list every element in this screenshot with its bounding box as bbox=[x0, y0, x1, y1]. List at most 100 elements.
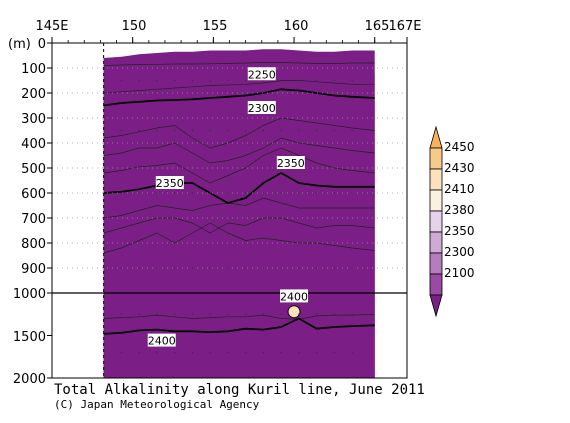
x-tick-label: 165 bbox=[365, 19, 390, 34]
colorbar-segment bbox=[429, 273, 443, 296]
x-tick-label: 145E bbox=[35, 19, 68, 34]
contour-label-bg bbox=[276, 156, 305, 169]
sample-point bbox=[244, 192, 247, 194]
sample-point bbox=[156, 313, 158, 315]
sample-point bbox=[191, 129, 194, 132]
sample-point bbox=[333, 79, 336, 82]
colorbar-label: 2410 bbox=[444, 182, 475, 196]
y-tick-label: 500 bbox=[21, 162, 46, 177]
contour-line bbox=[103, 222, 375, 254]
y-tick-label: 0 bbox=[38, 37, 46, 52]
sample-point bbox=[209, 192, 211, 194]
sample-point bbox=[209, 313, 211, 315]
contour-label: 2250 bbox=[248, 68, 276, 81]
sample-point bbox=[227, 192, 229, 194]
sample-point bbox=[351, 267, 353, 269]
sample-point bbox=[227, 267, 229, 269]
contour-labels: 2250 2300 2350 2350 2400 2400 bbox=[147, 67, 309, 348]
sample-point bbox=[138, 192, 140, 194]
sample-point bbox=[227, 79, 229, 82]
sample-point bbox=[244, 313, 247, 315]
contour-label: 2400 bbox=[280, 290, 308, 303]
sample-point bbox=[138, 313, 140, 315]
sample-point bbox=[156, 267, 158, 269]
sample-point bbox=[120, 192, 123, 194]
y-axis-labels: (m) 0 100 200 300 400 500 600 700 800 90… bbox=[8, 37, 46, 387]
colorbar-label: 2450 bbox=[444, 140, 475, 154]
colorbar-label: 2300 bbox=[444, 245, 475, 259]
sample-point bbox=[262, 267, 265, 269]
contour-line bbox=[103, 62, 375, 66]
sample-point bbox=[120, 129, 123, 132]
sample-point bbox=[298, 267, 300, 269]
sample-point bbox=[244, 129, 247, 132]
y-tick-label: 700 bbox=[21, 212, 46, 227]
sample-point bbox=[280, 267, 282, 269]
y-tick-label: 100 bbox=[21, 62, 46, 77]
sample-point bbox=[120, 79, 123, 82]
sample-point bbox=[315, 192, 318, 194]
colorbar-label: 2100 bbox=[444, 266, 475, 280]
y-tick-label: 400 bbox=[21, 137, 46, 152]
x-axis-labels: 145E 150 155 160 165 167E bbox=[35, 19, 421, 34]
sample-point bbox=[138, 129, 140, 132]
sample-point bbox=[298, 79, 300, 82]
sample-point bbox=[120, 267, 123, 269]
sample-point bbox=[298, 313, 300, 315]
sample-point bbox=[173, 313, 176, 315]
colorbar-legend bbox=[429, 125, 443, 318]
sample-point bbox=[173, 192, 176, 194]
y-tick-label: 300 bbox=[21, 112, 46, 127]
colorbar-segment bbox=[429, 168, 443, 191]
colorbar-bottom-arrow bbox=[429, 294, 443, 318]
sample-point bbox=[156, 192, 158, 194]
sample-point bbox=[244, 79, 247, 82]
sample-point bbox=[156, 79, 158, 82]
sample-point bbox=[209, 351, 211, 354]
sample-point bbox=[351, 351, 353, 354]
contour-line bbox=[103, 197, 375, 219]
sample-point bbox=[138, 267, 140, 269]
colorbar-segment bbox=[429, 147, 443, 170]
sample-point bbox=[209, 267, 211, 269]
sample-point bbox=[156, 351, 158, 354]
contour-label-bg bbox=[280, 289, 309, 303]
contour-line-bold bbox=[103, 171, 375, 204]
sample-point bbox=[315, 313, 318, 315]
x-tick-label: 150 bbox=[122, 19, 147, 34]
contour-label-bg bbox=[155, 176, 184, 189]
contour-label: 2350 bbox=[277, 157, 305, 170]
sample-point bbox=[244, 351, 247, 354]
sample-point bbox=[315, 351, 318, 354]
y-tick-label: 900 bbox=[21, 262, 46, 277]
sample-point bbox=[227, 129, 229, 132]
contour-label-bg bbox=[247, 67, 276, 81]
sample-point bbox=[280, 192, 282, 194]
colorbar-label: 2430 bbox=[444, 161, 475, 175]
contour-line-bold bbox=[103, 88, 375, 107]
contour-line bbox=[103, 80, 375, 94]
contour-label: 2300 bbox=[248, 102, 276, 115]
sample-point bbox=[298, 192, 300, 194]
sample-point bbox=[227, 313, 229, 315]
sample-point bbox=[191, 351, 194, 354]
sample-point bbox=[120, 313, 123, 315]
sample-point bbox=[262, 351, 265, 354]
sample-point bbox=[262, 313, 265, 315]
sample-point bbox=[298, 129, 300, 132]
sample-point bbox=[351, 313, 353, 315]
x-tick-label: 167E bbox=[388, 19, 421, 34]
sample-point bbox=[191, 79, 194, 82]
colorbar-label: 2380 bbox=[444, 203, 475, 217]
sample-point bbox=[333, 351, 336, 354]
y-tick-label: 200 bbox=[21, 87, 46, 102]
contour-line bbox=[103, 117, 375, 149]
chart-title: Total Alkalinity along Kuril line, June … bbox=[54, 382, 425, 398]
colorbar-label: 2350 bbox=[444, 224, 475, 238]
contour-line bbox=[103, 313, 375, 320]
plot-frame bbox=[47, 37, 408, 379]
contour-line bbox=[103, 137, 375, 164]
x-tick-label: 160 bbox=[284, 19, 309, 34]
colorbar-segment bbox=[429, 231, 443, 254]
